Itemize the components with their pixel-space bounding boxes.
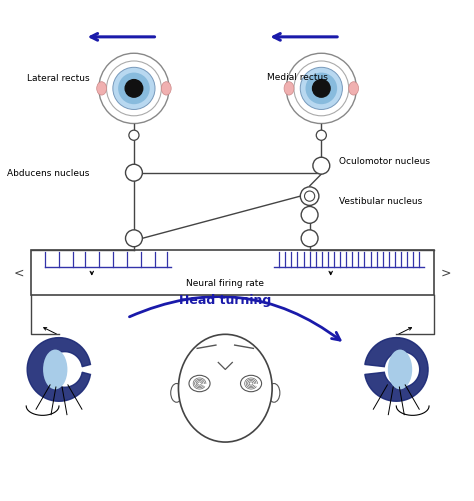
Text: Head turning: Head turning [179, 293, 272, 306]
Text: Lateral rectus: Lateral rectus [27, 74, 90, 83]
Circle shape [125, 81, 143, 98]
Circle shape [294, 62, 349, 117]
Ellipse shape [284, 83, 294, 96]
Circle shape [99, 54, 169, 124]
Text: <: < [14, 266, 25, 279]
Ellipse shape [268, 384, 280, 402]
Circle shape [301, 187, 319, 206]
Circle shape [306, 74, 337, 105]
Circle shape [301, 230, 318, 247]
Circle shape [313, 158, 330, 175]
Ellipse shape [171, 384, 182, 402]
Text: Medial rectus: Medial rectus [267, 73, 328, 82]
Ellipse shape [43, 350, 67, 390]
Circle shape [113, 68, 155, 110]
Text: Vestibular nucleus: Vestibular nucleus [339, 197, 422, 206]
Circle shape [300, 68, 342, 110]
Polygon shape [27, 338, 91, 401]
Circle shape [304, 192, 315, 202]
Circle shape [126, 230, 142, 247]
Ellipse shape [240, 376, 262, 392]
Circle shape [118, 74, 150, 105]
Bar [31, 250, 434, 295]
Circle shape [312, 81, 330, 98]
Circle shape [301, 207, 318, 224]
Polygon shape [365, 338, 428, 401]
Text: Neural firing rate: Neural firing rate [186, 278, 264, 287]
Ellipse shape [349, 83, 358, 96]
Ellipse shape [97, 83, 107, 96]
Circle shape [129, 131, 139, 141]
Text: >: > [440, 266, 451, 279]
Text: Oculomotor nucleus: Oculomotor nucleus [339, 157, 430, 166]
Text: Abducens nucleus: Abducens nucleus [8, 169, 90, 178]
Ellipse shape [161, 83, 171, 96]
Ellipse shape [388, 350, 412, 390]
Circle shape [107, 62, 161, 117]
Circle shape [316, 131, 327, 141]
Circle shape [126, 165, 142, 182]
Ellipse shape [189, 376, 210, 392]
Circle shape [286, 54, 356, 124]
Ellipse shape [178, 335, 272, 442]
